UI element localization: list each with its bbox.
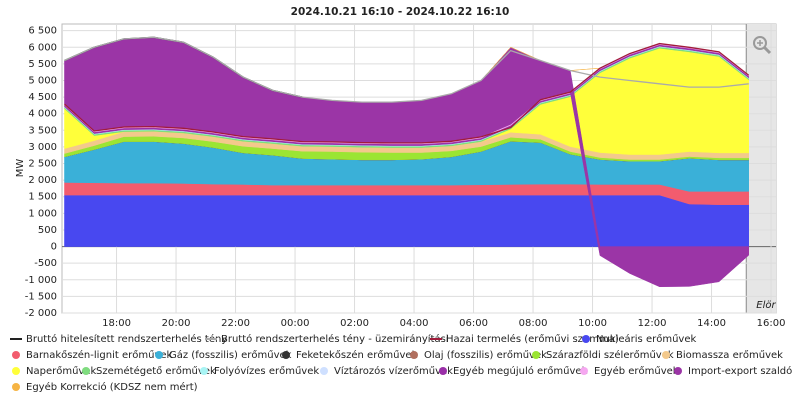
legend-item[interactable]: Biomassza erőművek [662, 349, 783, 361]
legend-item[interactable]: Gáz (fosszilis) erőművek [155, 349, 292, 361]
legend-marker [582, 335, 590, 343]
zoom-icon [762, 45, 772, 55]
legend: Bruttó hitelesített rendszerterhelés tén… [10, 333, 792, 393]
y-tick-label: 5 000 [28, 75, 57, 86]
x-tick-label: 20:00 [162, 318, 191, 329]
legend-label: Víztározós vízerőművek [334, 365, 453, 377]
y-axis-label: MW [15, 159, 26, 178]
x-tick-label: 22:00 [221, 318, 250, 329]
legend-label: Egyéb megújuló erőművek [453, 365, 588, 377]
y-tick-label: -2 000 [25, 308, 57, 319]
legend-label: Nukleáris erőművek [596, 333, 696, 345]
x-tick-label: 02:00 [340, 318, 369, 329]
legend-label: Szárazföldi szélerőművek [546, 349, 674, 361]
legend-marker [532, 351, 540, 359]
x-tick-label: 00:00 [281, 318, 310, 329]
x-tick-label: 12:00 [638, 318, 667, 329]
legend-item[interactable]: Naperőművek [12, 365, 96, 377]
legend-item[interactable]: Szemétégető erőművek [82, 365, 216, 377]
zoom-button[interactable] [753, 36, 772, 55]
legend-label: Biomassza erőművek [676, 349, 783, 361]
legend-item[interactable]: Hazai termelés (erőművi szumma) [430, 333, 619, 345]
legend-marker [439, 367, 447, 375]
zoom-icon [753, 36, 767, 50]
legend-label: Bruttó hitelesített rendszerterhelés tén… [26, 333, 227, 345]
legend-label: Hazai termelés (erőművi szumma) [446, 333, 619, 345]
y-tick-label: 5 500 [28, 59, 57, 70]
line [64, 36, 749, 103]
legend-marker [674, 367, 682, 375]
chart-title: 2024.10.21 16:10 - 2024.10.22 16:10 [291, 6, 510, 18]
x-tick-label: 08:00 [519, 318, 548, 329]
legend-item[interactable]: Szárazföldi szélerőművek [532, 349, 674, 361]
legend-marker [12, 383, 20, 391]
legend-item[interactable]: Bruttó rendszerterhelés tény - üzemirány… [205, 333, 449, 345]
x-tick-label: 06:00 [459, 318, 488, 329]
legend-item[interactable]: Barnakőszén-lignit erőművek [12, 349, 173, 361]
y-tick-label: 0 [51, 242, 57, 253]
axes: Elör -2 000 -1 500 -1 000 -500 0 500 1 000 1 500… [25, 26, 786, 329]
legend-item[interactable]: Egyéb megújuló erőművek [439, 365, 588, 377]
legend-marker [662, 351, 670, 359]
legend-item[interactable]: Folyóvízes erőművek [200, 365, 319, 377]
x-tick-label: 16:00 [757, 318, 786, 329]
legend-marker [155, 351, 163, 359]
y-tick-label: -1 000 [25, 275, 57, 286]
legend-label: Szemétégető erőművek [96, 365, 216, 377]
legend-marker [580, 367, 588, 375]
y-tick-label: -1 500 [25, 291, 57, 302]
y-tick-label: 1 000 [28, 208, 57, 219]
forecast-label: Elör [756, 300, 776, 311]
legend-marker [410, 351, 418, 359]
y-tick-label: -500 [34, 258, 57, 269]
legend-label: Olaj (fosszilis) erőművek [424, 349, 547, 361]
legend-item[interactable]: Nukleáris erőművek [582, 333, 696, 345]
legend-item[interactable]: Bruttó hitelesített rendszerterhelés tén… [10, 333, 227, 345]
x-tick-label: 10:00 [578, 318, 607, 329]
area [64, 194, 749, 247]
legend-item[interactable]: Import-export szaldó [674, 365, 792, 377]
legend-label: Folyóvízes erőművek [214, 365, 319, 377]
legend-label: Import-export szaldó [688, 365, 792, 377]
legend-marker [12, 351, 20, 359]
legend-label: Bruttó rendszerterhelés tény - üzemirány… [221, 333, 449, 345]
x-tick-label: 04:00 [400, 318, 429, 329]
y-tick-label: 4 000 [28, 109, 57, 120]
y-tick-label: 3 000 [28, 142, 57, 153]
lines [64, 36, 750, 144]
line [64, 42, 750, 144]
legend-item[interactable]: Feketekőszén erőművek [282, 349, 418, 361]
legend-item[interactable]: Egyéb erőművek [580, 365, 679, 377]
y-tick-label: 2 500 [28, 159, 57, 170]
legend-marker [282, 351, 290, 359]
y-tick-label: 4 500 [28, 92, 57, 103]
legend-item[interactable]: Egyéb Korrekció (KDSZ nem mért) [12, 381, 198, 393]
y-tick-label: 6 000 [28, 42, 57, 53]
y-tick-label: 1 500 [28, 192, 57, 203]
legend-label: Egyéb erőművek [594, 365, 679, 377]
y-tick-label: 500 [38, 225, 57, 236]
x-tick-label: 14:00 [697, 318, 726, 329]
legend-marker [200, 367, 208, 375]
y-tick-label: 3 500 [28, 125, 57, 136]
legend-marker [320, 367, 328, 375]
legend-item[interactable]: Olaj (fosszilis) erőművek [410, 349, 547, 361]
y-tick-label: 2 000 [28, 175, 57, 186]
x-tick-label: 18:00 [102, 318, 131, 329]
legend-marker [82, 367, 90, 375]
legend-label: Egyéb Korrekció (KDSZ nem mért) [26, 381, 198, 393]
legend-label: Gáz (fosszilis) erőművek [169, 349, 292, 361]
y-tick-label: 6 500 [28, 26, 57, 37]
legend-label: Barnakőszén-lignit erőművek [26, 349, 173, 361]
legend-label: Feketekőszén erőművek [296, 349, 418, 361]
legend-item[interactable]: Víztározós vízerőművek [320, 365, 453, 377]
legend-marker [12, 367, 20, 375]
legend-label: Naperőművek [26, 365, 96, 377]
